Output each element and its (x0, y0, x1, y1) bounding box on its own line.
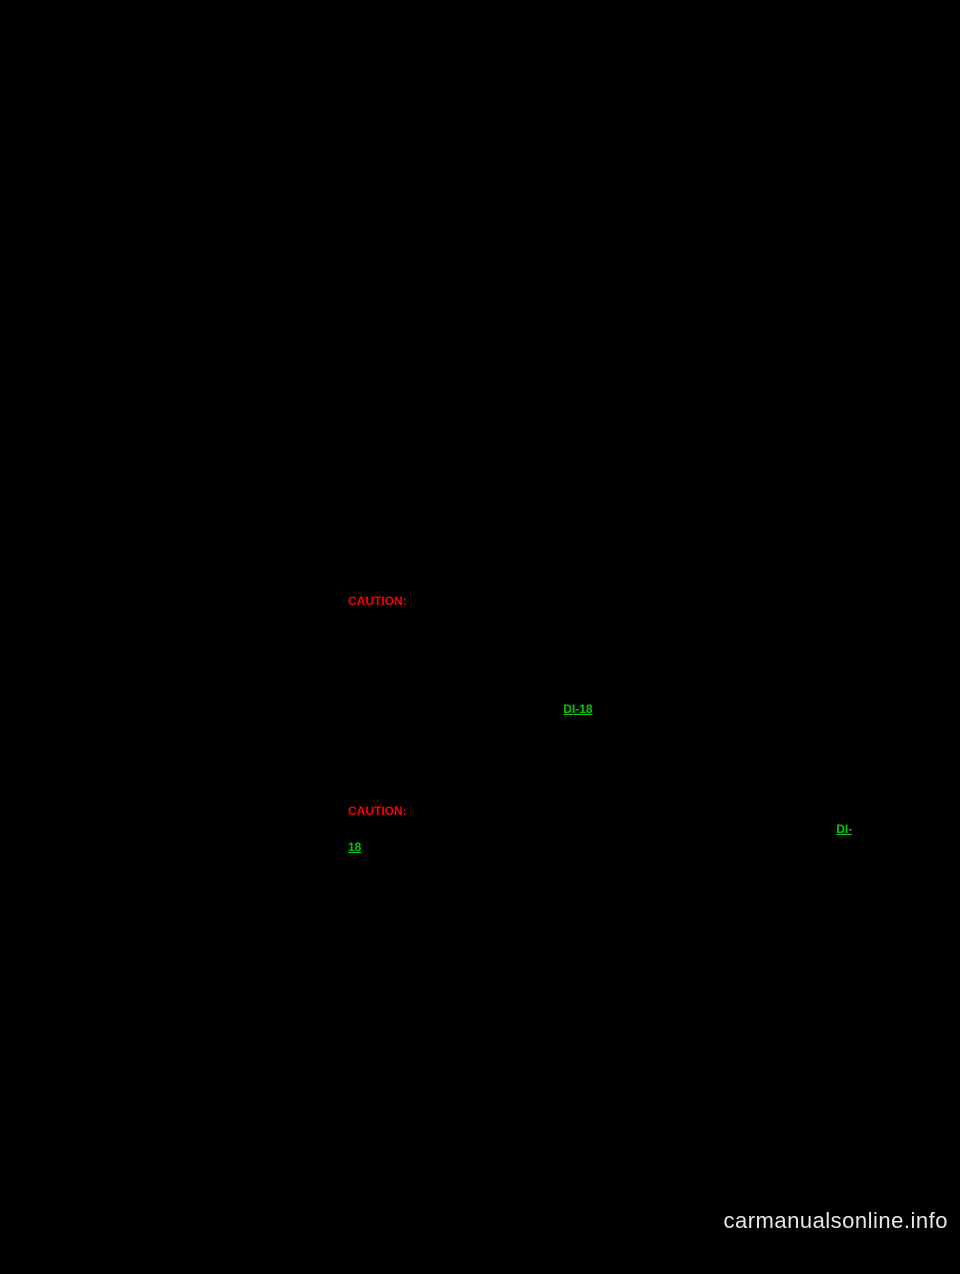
caution-label-1: CAUTION: (348, 594, 407, 608)
table-cell: Chassis Ground – Body/1 Ω or less (218, 1087, 632, 1108)
step1-body: When troubleshooting OBD II vehicles, th… (348, 246, 862, 300)
bullet-icon: • (95, 1217, 115, 1235)
caution1-body2: ). (593, 702, 604, 716)
table-row: 5Signal Ground – Body/1 Ω or lessAlways (96, 1108, 862, 1129)
figure-label-2: A04550 (246, 546, 277, 556)
pfp-code: PFP:00605 (811, 160, 862, 171)
step-b-body: The vehicle's ECM uses the ISO 9141-2 (E… (348, 887, 862, 941)
footer-model: LAND CRUISER (W/G) SUP (RM1072E) (95, 1171, 276, 1182)
table-cell: 16 (96, 1129, 219, 1150)
th-terminal: Terminal No. (96, 1044, 219, 1065)
table-row: 16Battery Positive – Body/9 to 14 VAlway… (96, 1129, 862, 1150)
header-category: -DIAGNOSTICS SFI SYSTEM (2UZ-FE) (663, 85, 860, 102)
table-cell: 5 (96, 1108, 219, 1129)
hint-bullet2: If the communication is still impossible… (115, 1238, 862, 1274)
figure-label-3: A04025 (246, 997, 277, 1007)
watermark: carmanualsonline.info (723, 1208, 948, 1234)
figure-label: A00028 (246, 329, 277, 339)
caution2-body2: ). (361, 840, 368, 854)
table-cell: Always (632, 1129, 862, 1150)
trip-body: When a malfunction is first detected, th… (348, 740, 862, 794)
trip-title: *2 trip detection logic: (348, 722, 862, 740)
figure-a00028: A00028 (95, 198, 283, 343)
table-cell: 7 (96, 1065, 219, 1087)
table-row: 4Chassis Ground – Body/1 Ω or lessAlways (96, 1087, 862, 1108)
step1b-body2: If the malfunction does not recur in 3 c… (348, 472, 862, 508)
table-cell: Always (632, 1087, 862, 1108)
terminal-table: Terminal No. Connection/Voltage or Resis… (95, 1043, 862, 1150)
figure-a04025: DLC3 A04025 (95, 866, 283, 1011)
step1b-body1: OBD II regulations require that the vehi… (348, 360, 862, 468)
sub-letter-b: (b) (324, 866, 348, 884)
table-cell: 4 (96, 1087, 219, 1108)
link-di18-1[interactable]: DI-18 (563, 702, 592, 716)
caution2-body: However, the IG switch must be turned OF… (348, 822, 836, 836)
sub-text-a: Description (348, 225, 862, 243)
page-code: DI-3 (835, 124, 860, 139)
th-condition: Condition (632, 1044, 862, 1065)
step-number-1: 1. (300, 198, 324, 217)
caution1-body1: The diagnosis system operates in "normal… (348, 612, 859, 716)
caution-label-2: CAUTION: (348, 804, 407, 818)
step-title-1: DIAGNOSIS SYSTEM (324, 198, 449, 217)
dlc3-title: DLC3 (96, 871, 282, 882)
sub-letter-a: (a) (324, 225, 348, 243)
th-connection: Connection/Voltage or Resistance (218, 1044, 632, 1065)
section-bar: PRE-CHECK (95, 160, 862, 186)
bullet-icon: • (95, 1238, 115, 1274)
section-bar-title: PRE-CHECK (95, 161, 197, 185)
table-cell: Bus ⊕ Line/Pulse generation (218, 1065, 632, 1087)
table-cell: Signal Ground – Body/1 Ω or less (218, 1108, 632, 1129)
table-cell: Battery Positive – Body/9 to 14 V (218, 1129, 632, 1150)
sub-text-b: Inspect the DLC3. (348, 866, 862, 884)
table-cell: Always (632, 1108, 862, 1129)
ref-box-check: CHECK (102, 368, 151, 386)
table-cell: During communication (632, 1065, 862, 1087)
table-row: 7Bus ⊕ Line/Pulse generationDuring commu… (96, 1065, 862, 1087)
figure-a04550: CHECK A04550 (95, 360, 283, 560)
hint-bullet1: If the communication is normal when the … (115, 1217, 723, 1235)
header-divider (95, 145, 862, 146)
header-section: PRE-CHECK (663, 102, 860, 119)
